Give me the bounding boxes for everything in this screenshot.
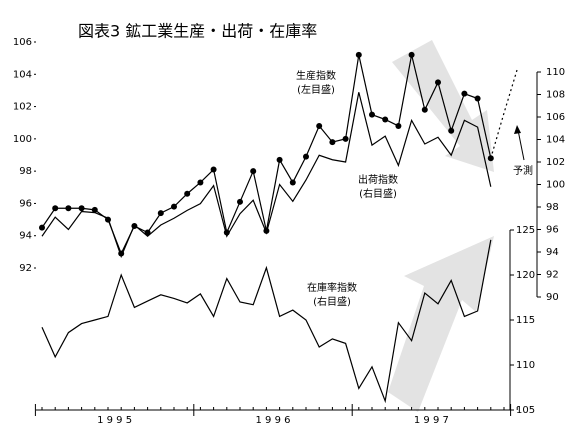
series-marker <box>52 205 59 212</box>
series-marker <box>395 122 402 129</box>
y-tick-label: 98 <box>19 166 32 177</box>
y2-tick-label: 92 <box>546 270 559 281</box>
y3-tick-label: 105 <box>516 405 535 416</box>
series-marker <box>144 229 151 236</box>
y-tick-label: 100 <box>13 134 32 145</box>
series-marker <box>289 179 296 186</box>
annotation: 在庫率指数 <box>307 281 357 294</box>
series-marker <box>171 203 177 210</box>
series-marker <box>474 95 481 102</box>
annotation: 予測 <box>513 164 533 177</box>
annotation: 出荷指数 <box>358 173 398 186</box>
y3-tick-label: 110 <box>516 360 535 371</box>
y2-tick-label: 98 <box>546 202 559 213</box>
y2-tick-label: 106 <box>546 112 565 123</box>
series-marker <box>355 51 362 58</box>
y-tick-label: 92 <box>19 263 32 274</box>
x-group-label: 1 9 9 5 <box>97 415 132 426</box>
series-marker <box>448 127 455 134</box>
series-marker <box>157 210 164 217</box>
y-tick-label: 96 <box>19 198 32 209</box>
series-marker <box>276 156 283 163</box>
y-tick-label: 102 <box>13 102 32 113</box>
y2-tick-label: 94 <box>546 247 559 258</box>
series-marker <box>369 111 375 118</box>
y3-tick-label: 120 <box>516 270 535 281</box>
y-tick-label: 94 <box>19 231 32 242</box>
series-marker <box>461 90 468 97</box>
series-marker <box>197 179 204 186</box>
x-group-label: 1 9 9 7 <box>414 415 449 426</box>
forecast-pointer-head <box>514 125 521 134</box>
series-line <box>41 92 492 259</box>
down-arrow-shade <box>392 40 494 172</box>
series-marker <box>250 168 257 175</box>
y2-tick-label: 96 <box>546 225 559 236</box>
series-marker <box>210 166 217 173</box>
series-marker <box>237 198 243 205</box>
annotation: (右目盛) <box>359 187 397 200</box>
y2-tick-label: 100 <box>546 180 565 191</box>
series-marker <box>65 205 72 212</box>
annotation: (左目盛) <box>297 83 335 96</box>
series-marker <box>91 206 98 213</box>
series-marker <box>329 139 336 146</box>
series-marker <box>303 153 309 160</box>
series-marker <box>435 79 441 86</box>
series-marker <box>382 116 389 123</box>
annotation: 生産指数 <box>296 69 336 82</box>
y-tick-label: 104 <box>13 69 32 80</box>
y2-tick-label: 104 <box>546 135 565 146</box>
series-line <box>490 69 518 159</box>
y2-tick-label: 110 <box>546 67 565 78</box>
up-arrow-shade <box>388 236 494 412</box>
y2-tick-label: 108 <box>546 90 565 101</box>
forecast-pointer <box>517 129 525 161</box>
annotation: (右目盛) <box>313 295 351 308</box>
series-line <box>41 239 492 404</box>
chart-title: 図表3 鉱工業生産・出荷・在庫率 <box>78 22 317 41</box>
series-marker <box>39 224 45 231</box>
series-marker <box>342 135 349 142</box>
y2-tick-label: 90 <box>546 292 559 303</box>
y2-tick-label: 102 <box>546 157 565 168</box>
y3-tick-label: 115 <box>516 315 535 326</box>
series-marker <box>421 106 428 113</box>
series-marker <box>316 122 323 129</box>
x-group-label: 1 9 9 6 <box>256 415 291 426</box>
y3-tick-label: 125 <box>516 225 535 236</box>
series-marker <box>408 51 415 58</box>
y-tick-label: 106 <box>13 37 32 48</box>
series-marker <box>184 190 191 197</box>
series-marker <box>78 205 85 212</box>
